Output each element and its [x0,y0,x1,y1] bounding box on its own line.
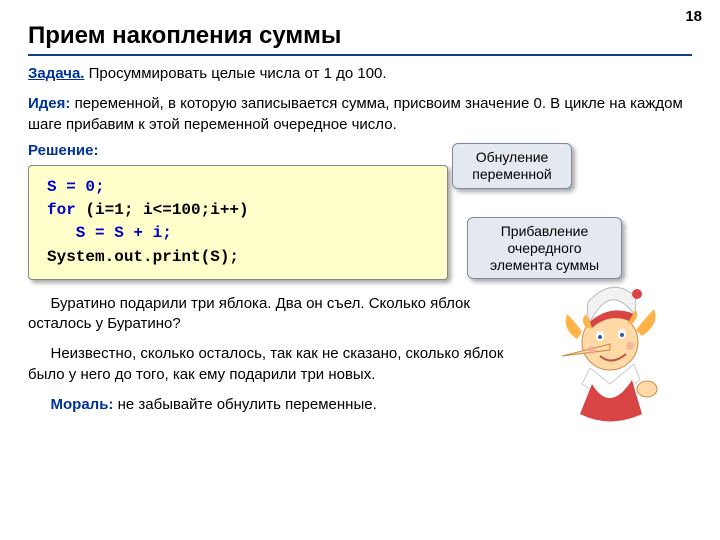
buratino-image [542,284,682,424]
title-underline [28,54,692,56]
task-paragraph: Задача. Просуммировать целые числа от 1 … [28,64,692,84]
code-block: S = 0; for (i=1; i<=100;i++) S = S + i; … [28,165,448,280]
idea-label: Идея: [28,95,70,112]
code-line-2-keyword: for [47,201,85,219]
moral-text: не забывайте обнулить переменные. [113,396,376,413]
idea-text: переменной, в которую записывается сумма… [28,95,683,132]
code-area: S = 0; for (i=1; i<=100;i++) S = S + i; … [28,165,692,280]
callout-zeroing: Обнуление переменной [452,143,572,189]
page-number: 18 [685,8,702,25]
callout-adding: Прибавление очередного элемента суммы [467,217,622,279]
riddle-text: Буратино подарили три яблока. Два он съе… [28,294,508,385]
page-title: Прием накопления суммы [0,0,720,54]
riddle-p2: Неизвестно, сколько осталось, так как не… [28,344,508,385]
code-line-1: S = 0; [47,178,105,196]
task-text: Просуммировать целые числа от 1 до 100. [84,65,386,82]
code-line-3: S = S + i; [47,224,172,242]
code-line-2-rest: (i=1; i<=100;i++) [85,201,248,219]
solution-label: Решение: [28,141,692,161]
idea-paragraph: Идея: переменной, в которую записывается… [28,94,692,135]
riddle-p1: Буратино подарили три яблока. Два он съе… [28,294,508,335]
moral-label: Мораль: [51,396,114,413]
task-label: Задача. [28,65,84,82]
code-line-4: System.out.print(S); [47,248,239,266]
content-area: Задача. Просуммировать целые числа от 1 … [0,64,720,415]
riddle-area: Буратино подарили три яблока. Два он съе… [28,294,692,415]
